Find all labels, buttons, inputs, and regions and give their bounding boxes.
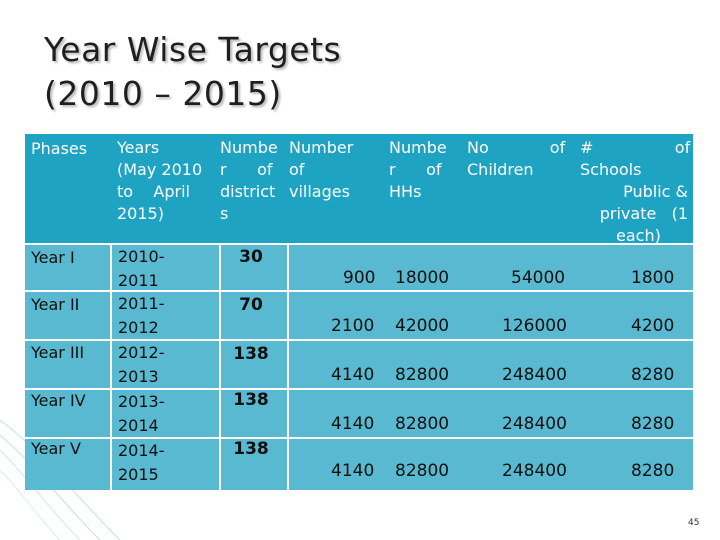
year-range: 2014- 2015 — [118, 441, 165, 484]
children-value: 126000 — [502, 316, 567, 336]
slide-title: Year Wise Targets (2010 – 2015) — [44, 28, 341, 116]
hhs-value: 18000 — [395, 268, 450, 288]
targets-table: Phases Years (May 2010 to April 2015) Nu… — [25, 134, 693, 490]
schools-value: 8280 — [631, 414, 675, 434]
column-divider — [219, 243, 221, 490]
column-divider — [287, 243, 289, 490]
villages-value: 900 — [343, 268, 376, 288]
header-children: No of Children — [467, 138, 566, 179]
children-value: 248400 — [502, 414, 567, 434]
schools-value: 1800 — [631, 268, 675, 288]
children-value: 248400 — [502, 461, 567, 481]
schools-value: 8280 — [631, 461, 675, 481]
header-hhs: Numbe r of HHs — [389, 138, 447, 201]
header-villages: Number of villages — [289, 138, 354, 201]
header-phases: Phases — [31, 139, 88, 158]
row-divider — [25, 339, 693, 341]
title-line-2: (2010 – 2015) — [44, 74, 282, 113]
schools-value: 8280 — [631, 365, 675, 385]
hhs-value: 42000 — [395, 316, 450, 336]
schools-value: 4200 — [631, 316, 675, 336]
header-districts: Numbe r of district s — [220, 138, 278, 223]
column-divider — [110, 243, 112, 490]
row-divider — [25, 290, 693, 292]
row-divider — [25, 388, 693, 390]
phase-label: Year III — [31, 343, 85, 362]
children-value: 248400 — [502, 365, 567, 385]
year-range: 2013- 2014 — [118, 392, 165, 435]
year-range: 2011- 2012 — [118, 294, 165, 337]
hhs-value: 82800 — [395, 365, 450, 385]
villages-value: 4140 — [331, 414, 375, 434]
phase-label: Year I — [31, 248, 75, 267]
districts-value: 138 — [233, 439, 269, 459]
villages-value: 2100 — [331, 316, 375, 336]
districts-value: 138 — [233, 390, 269, 410]
children-value: 54000 — [511, 268, 566, 288]
page-number: 45 — [688, 518, 700, 528]
villages-value: 4140 — [331, 365, 375, 385]
districts-value: 138 — [233, 344, 269, 364]
table-header — [25, 134, 693, 243]
phase-label: Year IV — [31, 391, 86, 410]
title-line-1: Year Wise Targets — [44, 30, 342, 69]
header-schools: # of Schools Public & private (1 each) — [580, 138, 691, 245]
header-divider — [25, 243, 693, 245]
hhs-value: 82800 — [395, 461, 450, 481]
hhs-value: 82800 — [395, 414, 450, 434]
row-divider — [25, 437, 693, 439]
phase-label: Year V — [31, 439, 81, 458]
villages-value: 4140 — [331, 461, 375, 481]
districts-value: 70 — [239, 295, 263, 315]
header-years: Years (May 2010 to April 2015) — [117, 138, 203, 223]
districts-value: 30 — [239, 247, 263, 267]
phase-label: Year II — [31, 295, 80, 314]
year-range: 2010- 2011 — [118, 247, 165, 290]
year-range: 2012- 2013 — [118, 343, 165, 386]
